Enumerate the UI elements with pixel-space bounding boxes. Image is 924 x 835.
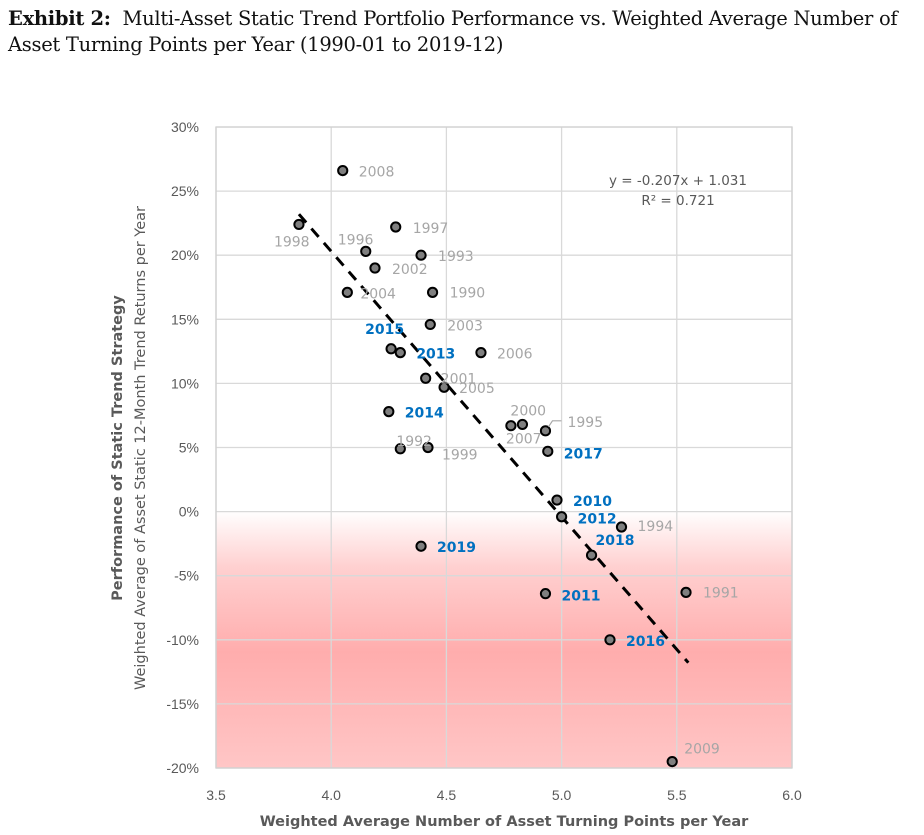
data-point-2013 bbox=[394, 347, 406, 359]
figure-title-text: Multi-Asset Static Trend Portfolio Perfo… bbox=[8, 7, 898, 56]
data-point-2010 bbox=[551, 494, 563, 506]
x-tick-label: 5.0 bbox=[552, 787, 572, 803]
trendline bbox=[297, 213, 690, 664]
data-point-2005 bbox=[438, 381, 450, 393]
data-point-2002 bbox=[369, 262, 381, 274]
data-label-1991: 1991 bbox=[703, 585, 739, 601]
data-label-1997: 1997 bbox=[413, 221, 449, 237]
data-point-2018 bbox=[585, 549, 598, 561]
data-label-2019: 2019 bbox=[437, 540, 476, 556]
data-label-2008: 2008 bbox=[359, 165, 395, 181]
trendline-equation: y = -0.207x + 1.031 bbox=[609, 173, 747, 189]
data-point-2001 bbox=[420, 372, 432, 384]
data-label-2004: 2004 bbox=[360, 286, 396, 302]
data-label-1993: 1993 bbox=[438, 249, 474, 265]
data-point-2019 bbox=[415, 540, 427, 552]
data-point-2004 bbox=[341, 286, 353, 298]
plot-border bbox=[215, 126, 793, 769]
data-point-1993 bbox=[415, 249, 427, 261]
data-label-1998: 1998 bbox=[274, 234, 310, 250]
y-tick-label: -15% bbox=[166, 696, 199, 712]
data-point-2006 bbox=[475, 347, 487, 359]
data-label-2013: 2013 bbox=[416, 347, 455, 363]
data-point-1990 bbox=[426, 286, 439, 298]
y-tick-label: 25% bbox=[171, 183, 199, 199]
data-point-2015 bbox=[385, 343, 397, 355]
data-label-2017: 2017 bbox=[564, 446, 603, 462]
x-tick-label: 3.5 bbox=[206, 787, 226, 803]
x-tick-label: 4.5 bbox=[437, 787, 457, 803]
data-label-1990: 1990 bbox=[450, 285, 486, 301]
data-label-2014: 2014 bbox=[405, 406, 444, 422]
y-axis-title-line1: Performance of Static Trend Strategy bbox=[110, 295, 126, 601]
data-point-2011 bbox=[539, 588, 552, 600]
data-label-2011: 2011 bbox=[561, 589, 600, 605]
data-label-1994: 1994 bbox=[638, 519, 674, 535]
data-label-2005: 2005 bbox=[459, 381, 495, 397]
y-tick-label: 15% bbox=[171, 311, 199, 327]
x-tick-label: 5.5 bbox=[667, 787, 687, 803]
data-label-1996: 1996 bbox=[338, 232, 374, 248]
data-label-2010: 2010 bbox=[573, 494, 612, 510]
data-point-2000 bbox=[516, 418, 529, 431]
leader-line-1995 bbox=[547, 420, 562, 428]
data-label-2009: 2009 bbox=[684, 742, 720, 758]
data-label-2016: 2016 bbox=[626, 634, 665, 650]
data-label-2002: 2002 bbox=[392, 262, 428, 278]
data-point-2014 bbox=[383, 406, 395, 418]
data-label-2007: 2007 bbox=[506, 432, 542, 448]
x-tick-label: 4.0 bbox=[321, 787, 341, 803]
data-point-2007 bbox=[505, 420, 517, 432]
data-label-2015: 2015 bbox=[365, 322, 404, 338]
y-tick-label: 5% bbox=[179, 440, 199, 456]
figure-title-prefix: Exhibit 2: bbox=[8, 7, 111, 30]
data-label-2000: 2000 bbox=[510, 403, 546, 419]
data-point-2016 bbox=[604, 634, 616, 646]
data-point-1999 bbox=[422, 441, 434, 454]
data-point-1991 bbox=[680, 586, 692, 598]
x-axis-title: Weighted Average Number of Asset Turning… bbox=[260, 814, 749, 830]
y-tick-label: 0% bbox=[179, 504, 199, 520]
data-point-2009 bbox=[666, 755, 678, 768]
y-tick-label: -5% bbox=[174, 568, 199, 584]
y-tick-label: 30% bbox=[171, 119, 199, 135]
data-label-2012: 2012 bbox=[578, 512, 617, 528]
data-label-2001: 2001 bbox=[441, 371, 477, 387]
y-tick-label: 20% bbox=[171, 247, 199, 263]
y-tick-label: -20% bbox=[166, 760, 199, 776]
data-point-1995 bbox=[539, 425, 552, 437]
y-tick-label: 10% bbox=[171, 375, 199, 391]
y-axis-title-line2: Weighted Average of Asset Static 12-Mont… bbox=[133, 206, 149, 690]
data-point-1998 bbox=[293, 218, 305, 231]
data-point-1997 bbox=[390, 221, 402, 233]
data-label-2003: 2003 bbox=[447, 318, 483, 334]
data-point-2012 bbox=[556, 511, 568, 523]
data-point-1994 bbox=[615, 521, 628, 533]
data-point-1992 bbox=[394, 443, 406, 455]
data-label-2018: 2018 bbox=[596, 533, 635, 549]
data-point-2003 bbox=[424, 318, 436, 331]
data-point-2017 bbox=[542, 445, 554, 457]
data-label-1995: 1995 bbox=[567, 415, 603, 431]
trendline-r-squared: R² = 0.721 bbox=[641, 193, 714, 209]
data-point-2008 bbox=[337, 164, 349, 177]
figure-title: Exhibit 2: Multi-Asset Static Trend Port… bbox=[8, 6, 918, 58]
data-point-1996 bbox=[360, 245, 372, 257]
x-tick-label: 6.0 bbox=[782, 787, 802, 803]
data-label-1992: 1992 bbox=[396, 434, 432, 450]
data-label-2006: 2006 bbox=[497, 347, 533, 363]
y-tick-label: -10% bbox=[166, 632, 199, 648]
data-label-1999: 1999 bbox=[442, 448, 478, 464]
